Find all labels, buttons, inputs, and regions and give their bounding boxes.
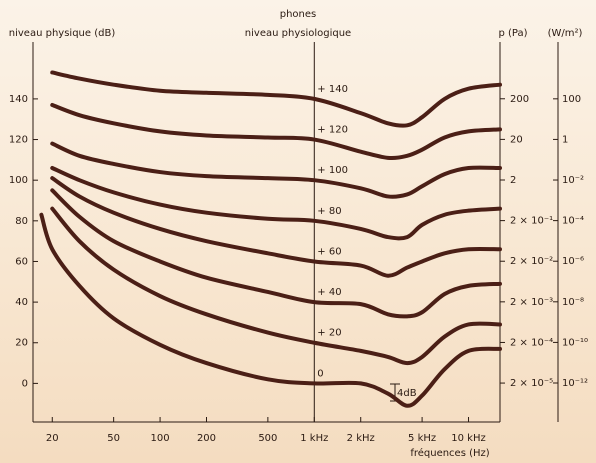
y3-tick-label: 10⁻¹²	[562, 378, 588, 389]
x-tick-label: 500	[258, 433, 277, 444]
curve-label: + 20	[317, 328, 341, 339]
y3-tick-label: 10⁻⁴	[562, 216, 584, 227]
curve	[50, 102, 502, 160]
y3-tick-label: 10⁻¹⁰	[562, 337, 588, 348]
x-tick-label: 100	[151, 433, 170, 444]
curve	[50, 70, 502, 128]
x-tick-label: 20	[46, 433, 59, 444]
y2-tick-label: 20	[510, 134, 523, 145]
y-tick-label: 0	[22, 378, 28, 389]
top-title: phones	[280, 9, 317, 20]
x-axis-label: fréquences (Hz)	[410, 447, 489, 459]
x-tick-label: 1 kHz	[300, 433, 328, 444]
y2-tick-label: 2 × 10⁻⁴	[510, 337, 553, 348]
x-tick-label: 2 kHz	[347, 433, 375, 444]
y-tick-label: 140	[9, 94, 28, 105]
y2-tick-label: 200	[510, 94, 529, 105]
curve-label: + 80	[317, 206, 341, 217]
curve	[50, 165, 502, 241]
curve-label: + 60	[317, 246, 341, 257]
y-axis-label: niveau physique (dB)	[9, 28, 116, 39]
y2-tick-label: 2 × 10⁻⁵	[510, 378, 553, 389]
x-tick-label: 5 kHz	[408, 433, 436, 444]
curve-label: + 120	[317, 125, 348, 136]
curve	[50, 176, 502, 278]
curve	[50, 141, 502, 199]
y-tick-label: 80	[15, 216, 28, 227]
y-tick-label: 60	[15, 256, 28, 267]
x-tick-label: 50	[107, 433, 120, 444]
y-tick-label: 40	[15, 297, 28, 308]
curve-label: + 100	[317, 165, 348, 176]
x-tick-label: 200	[197, 433, 216, 444]
y3-tick-label: 10⁻⁸	[562, 297, 584, 308]
y3-tick-label: 1	[562, 134, 568, 145]
curve	[50, 206, 502, 366]
y3-tick-label: 10⁻⁶	[562, 256, 584, 267]
y-tick-label: 100	[9, 175, 28, 186]
y2-tick-label: 2 × 10⁻²	[510, 256, 553, 267]
y3-tick-label: 100	[562, 94, 581, 105]
curve-label: 0	[317, 368, 323, 379]
y-tick-label: 20	[15, 338, 28, 349]
y3-tick-label: 10⁻²	[562, 175, 584, 186]
curve	[39, 212, 502, 408]
y2-tick-label: 2 × 10⁻³	[510, 297, 553, 308]
y2-tick-label: 2 × 10⁻¹	[510, 216, 553, 227]
y2-axis-label: p (Pa)	[498, 28, 527, 39]
x-tick-label: 10 kHz	[451, 433, 485, 444]
y2-tick-label: 2	[510, 175, 516, 186]
y3-axis-label: (W/m²)	[548, 28, 583, 39]
curve-label: + 40	[317, 287, 341, 298]
subtitle: niveau physiologique	[245, 28, 351, 39]
curve	[50, 188, 502, 319]
y-tick-label: 120	[9, 135, 28, 146]
annotation: 4dB	[397, 388, 417, 399]
curve-label: + 140	[317, 84, 348, 95]
